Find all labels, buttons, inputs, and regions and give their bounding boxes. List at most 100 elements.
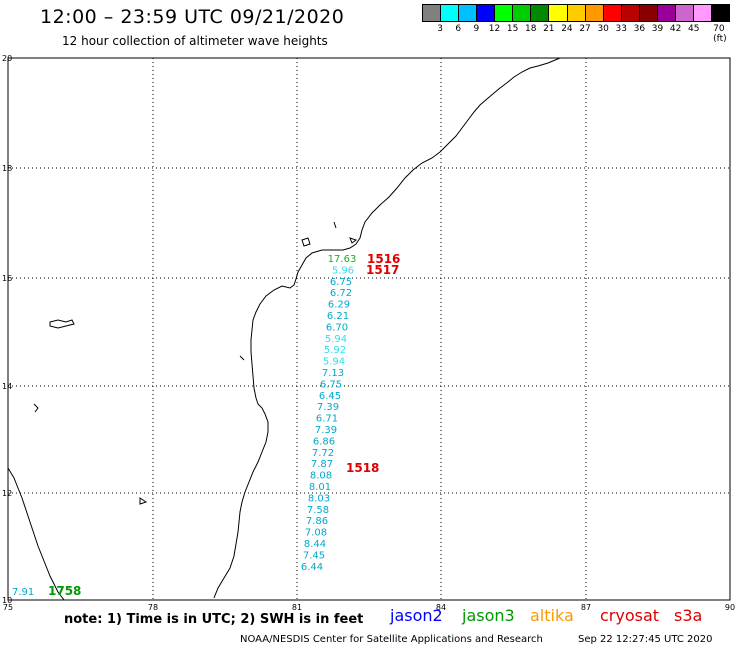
wave-height-value: 6.72 [330,288,352,299]
lat-label: 20 [2,54,12,63]
legend-s3a: s3a [674,606,703,625]
legend-jason3: jason3 [462,606,515,625]
lat-label: 16 [2,274,12,283]
generation-timestamp: Sep 22 12:27:45 UTC 2020 [578,634,713,645]
scale-label: 18 [524,24,537,34]
map-title: 12:00 – 23:59 UTC 09/21/2020 [40,6,345,28]
wave-height-value: 5.96 [332,265,354,276]
lon-label: 84 [436,603,446,612]
coastline-east [213,57,561,599]
pass-time-label: 1517 [366,263,399,277]
scale-swatch [585,5,604,21]
legend-jason2: jason2 [390,606,443,625]
island-4 [349,237,358,244]
pass-time-label: 1516 [367,252,400,266]
scale-label: 3 [437,24,443,34]
scale-swatch [693,5,712,21]
wave-height-value: 6.45 [319,391,341,402]
wave-height-value: 7.08 [305,528,327,539]
wave-height-value: 7.86 [306,516,328,527]
scale-label: 39 [651,24,664,34]
lon-label: 75 [3,603,13,612]
island-6 [139,497,148,505]
lon-label: 87 [581,603,591,612]
scale-label: 9 [473,24,480,34]
lat-label: 14 [2,382,12,391]
lon-label: 81 [292,603,302,612]
wave-height-value: 6.29 [328,300,350,311]
wave-height-value: 7.87 [311,459,333,470]
scale-label: 12 [488,24,501,34]
map-subtitle: 12 hour collection of altimeter wave hei… [62,34,328,48]
wave-height-value: 8.44 [304,539,326,550]
scale-label: 6 [455,24,462,34]
lat-label: 18 [2,164,12,173]
scale-swatch [423,5,442,21]
scale-swatch [513,5,532,21]
footer-note: note: 1) Time is in UTC; 2) SWH is in fe… [64,612,364,627]
island-7 [239,355,245,361]
wave-height-value: 8.08 [310,471,332,482]
wave-height-value: 6.75 [330,277,352,288]
scale-label: 21 [543,24,555,34]
island-2 [301,237,311,247]
wave-height-value: 6.75 [320,379,342,390]
wave-height-value: 8.03 [308,493,330,504]
wave-height-value: 6.71 [316,414,338,425]
pass-time-label: 1518 [346,461,379,475]
legend-cryosat: cryosat [600,606,660,625]
wave-height-value: 7.91 [12,587,34,598]
coastline [7,57,561,601]
scale-swatch [549,5,568,21]
scale-swatch [495,5,514,21]
scale-swatch [675,5,694,21]
scale-swatch [639,5,658,21]
scale-label: 15 [506,24,519,34]
scale-label: 33 [615,24,628,34]
wave-height-value: 17.63 [328,254,357,265]
scale-swatch [712,5,730,21]
wave-height-value: 8.01 [309,482,331,493]
wave-height-value: 7.39 [315,425,337,436]
scale-label: 30 [597,24,609,34]
coastline-west [7,467,65,601]
wave-height-value: 7.58 [307,505,329,516]
island-1 [49,319,75,329]
scale-label: 36 [633,24,646,34]
lat-label: 12 [2,489,12,498]
wave-height-value: 6.44 [301,562,323,573]
wave-height-value: 7.72 [312,448,334,459]
wave-height-value: 7.45 [303,550,325,561]
island-5 [33,403,39,413]
scale-label: 70 (ft) [713,24,727,44]
wave-height-value: 6.70 [326,322,348,333]
scale-swatch [603,5,622,21]
wave-height-value: 6.21 [327,311,349,322]
lon-label: 90 [725,603,735,612]
lat-label: 10 [2,596,12,605]
scale-label: 42 [669,24,682,34]
island-3 [333,221,337,229]
wave-height-value: 5.94 [325,334,347,345]
scale-swatch [531,5,550,21]
scale-swatch [657,5,676,21]
wave-height-value: 7.39 [317,402,339,413]
scale-swatch [621,5,640,21]
color-scale: 3 6 9 12 15 18 21 24 27 30 33 36 39 42 45 70 (ft) [422,4,730,44]
scale-label: 45 [688,24,700,34]
wave-height-value: 5.92 [324,345,346,356]
wave-height-value: 6.86 [313,436,335,447]
wave-height-value: 5.94 [323,357,345,368]
wave-height-labels: 17.635.966.756.726.296.216.705.945.925.9… [12,252,400,598]
lon-label: 78 [148,603,158,612]
scale-label: 24 [561,24,573,34]
credit-line: NOAA/NESDIS Center for Satellite Applica… [240,634,543,645]
color-scale-labels: 3 6 9 12 15 18 21 24 27 30 33 36 39 42 45 70 (ft) [422,22,730,44]
scale-swatch [477,5,496,21]
scale-label: 27 [579,24,591,34]
pass-time-label: 1758 [48,584,81,598]
wave-height-value: 7.13 [322,368,344,379]
color-scale-swatches [422,4,730,22]
